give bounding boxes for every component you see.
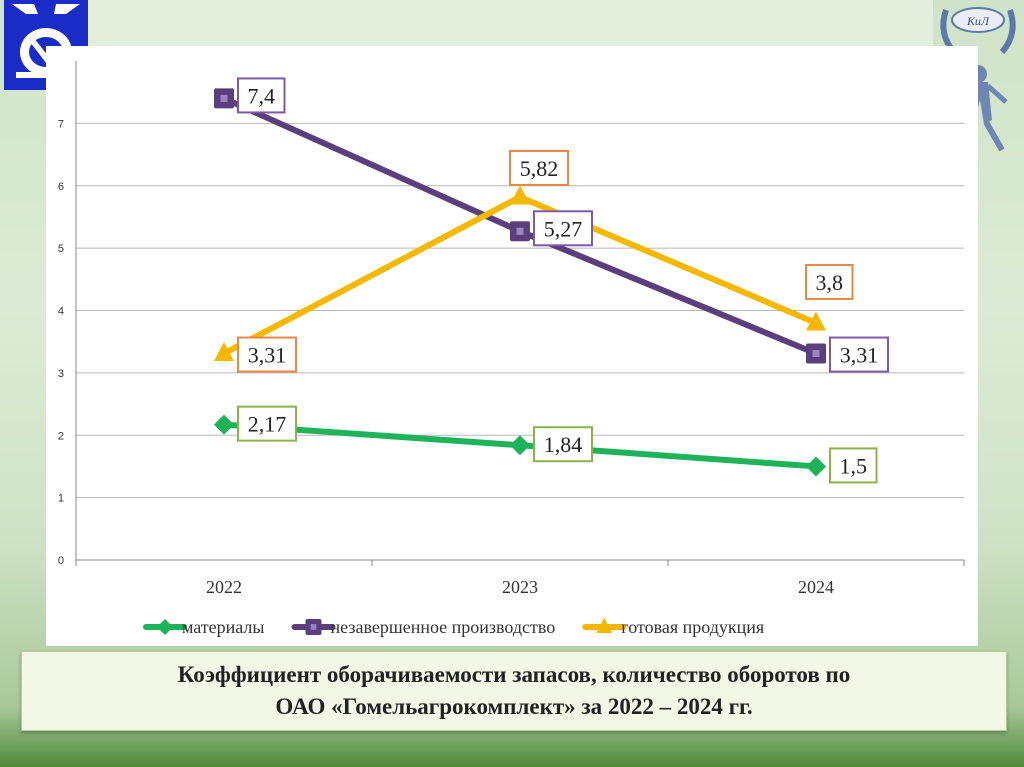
data-label: 5,27 — [544, 216, 583, 241]
data-label-box — [237, 336, 297, 373]
data-label: 1,84 — [544, 432, 583, 457]
y-tick-label: 6 — [58, 181, 64, 193]
data-label: 7,4 — [248, 83, 276, 108]
data-label: 3,31 — [248, 343, 287, 368]
data-label: 2,17 — [248, 412, 287, 437]
caption-box: Коэффициент оборачиваемости запасов, кол… — [21, 651, 1007, 731]
y-tick-label: 0 — [58, 555, 64, 567]
data-label-box — [237, 405, 297, 442]
y-tick-label: 5 — [58, 243, 64, 255]
y-tick-label: 3 — [58, 368, 64, 380]
y-tick-label: 2 — [58, 430, 64, 442]
data-point-finished — [806, 311, 826, 331]
legend-label: материалы — [182, 617, 265, 637]
caption-line-2: ОАО «Гомельагрокомплект» за 2022 – 2024 … — [275, 694, 753, 719]
data-point-finished — [510, 185, 530, 205]
data-label-box — [533, 426, 593, 463]
data-label-box — [533, 210, 593, 247]
data-point-wip-inner — [516, 227, 524, 235]
caption-line-1: Коэффициент оборачиваемости запасов, кол… — [177, 662, 851, 687]
data-label-box — [829, 447, 878, 484]
line-chart: 0 1 2 3 4 5 6 7 2022 2023 2024 2,17 1,84 1,5 7,4 5,27 3,… — [58, 61, 965, 637]
legend-label: незавершенное производство — [331, 617, 556, 637]
data-label: 5,82 — [520, 156, 559, 181]
data-point-wip-inner — [220, 94, 228, 102]
emblem-text: КиЛ — [966, 14, 990, 28]
y-tick-label: 7 — [58, 118, 64, 130]
data-point-wip-inner — [812, 350, 820, 358]
y-tick-label: 1 — [58, 493, 64, 505]
chart-panel: 0 1 2 3 4 5 6 7 2022 2023 2024 2,17 1,84 1,5 7,4 5,27 3,… — [46, 46, 978, 646]
legend-label: готовая продукция — [621, 617, 764, 637]
data-label: 1,5 — [840, 453, 868, 478]
data-label-box — [509, 149, 569, 186]
data-label: 3,31 — [840, 343, 879, 368]
legend-marker-wip-inner — [310, 624, 317, 630]
legend-marker-finished — [596, 617, 613, 633]
data-point-materials — [214, 414, 234, 435]
data-label-box — [237, 77, 286, 114]
data-point-materials — [510, 435, 530, 456]
series-line-finished — [221, 193, 819, 357]
data-label-box — [805, 263, 854, 300]
data-point-materials — [806, 456, 826, 477]
data-point-finished — [214, 342, 234, 362]
header-band — [88, 0, 933, 46]
x-tick-label: 2024 — [798, 577, 834, 597]
data-label-box — [829, 336, 889, 373]
x-tick-label: 2022 — [206, 577, 242, 597]
chart-caption: Коэффициент оборачиваемости запасов, кол… — [138, 659, 891, 723]
legend-marker-materials — [157, 619, 173, 635]
data-label: 3,8 — [816, 270, 844, 295]
y-tick-label: 4 — [58, 306, 64, 318]
x-tick-label: 2023 — [502, 577, 538, 597]
